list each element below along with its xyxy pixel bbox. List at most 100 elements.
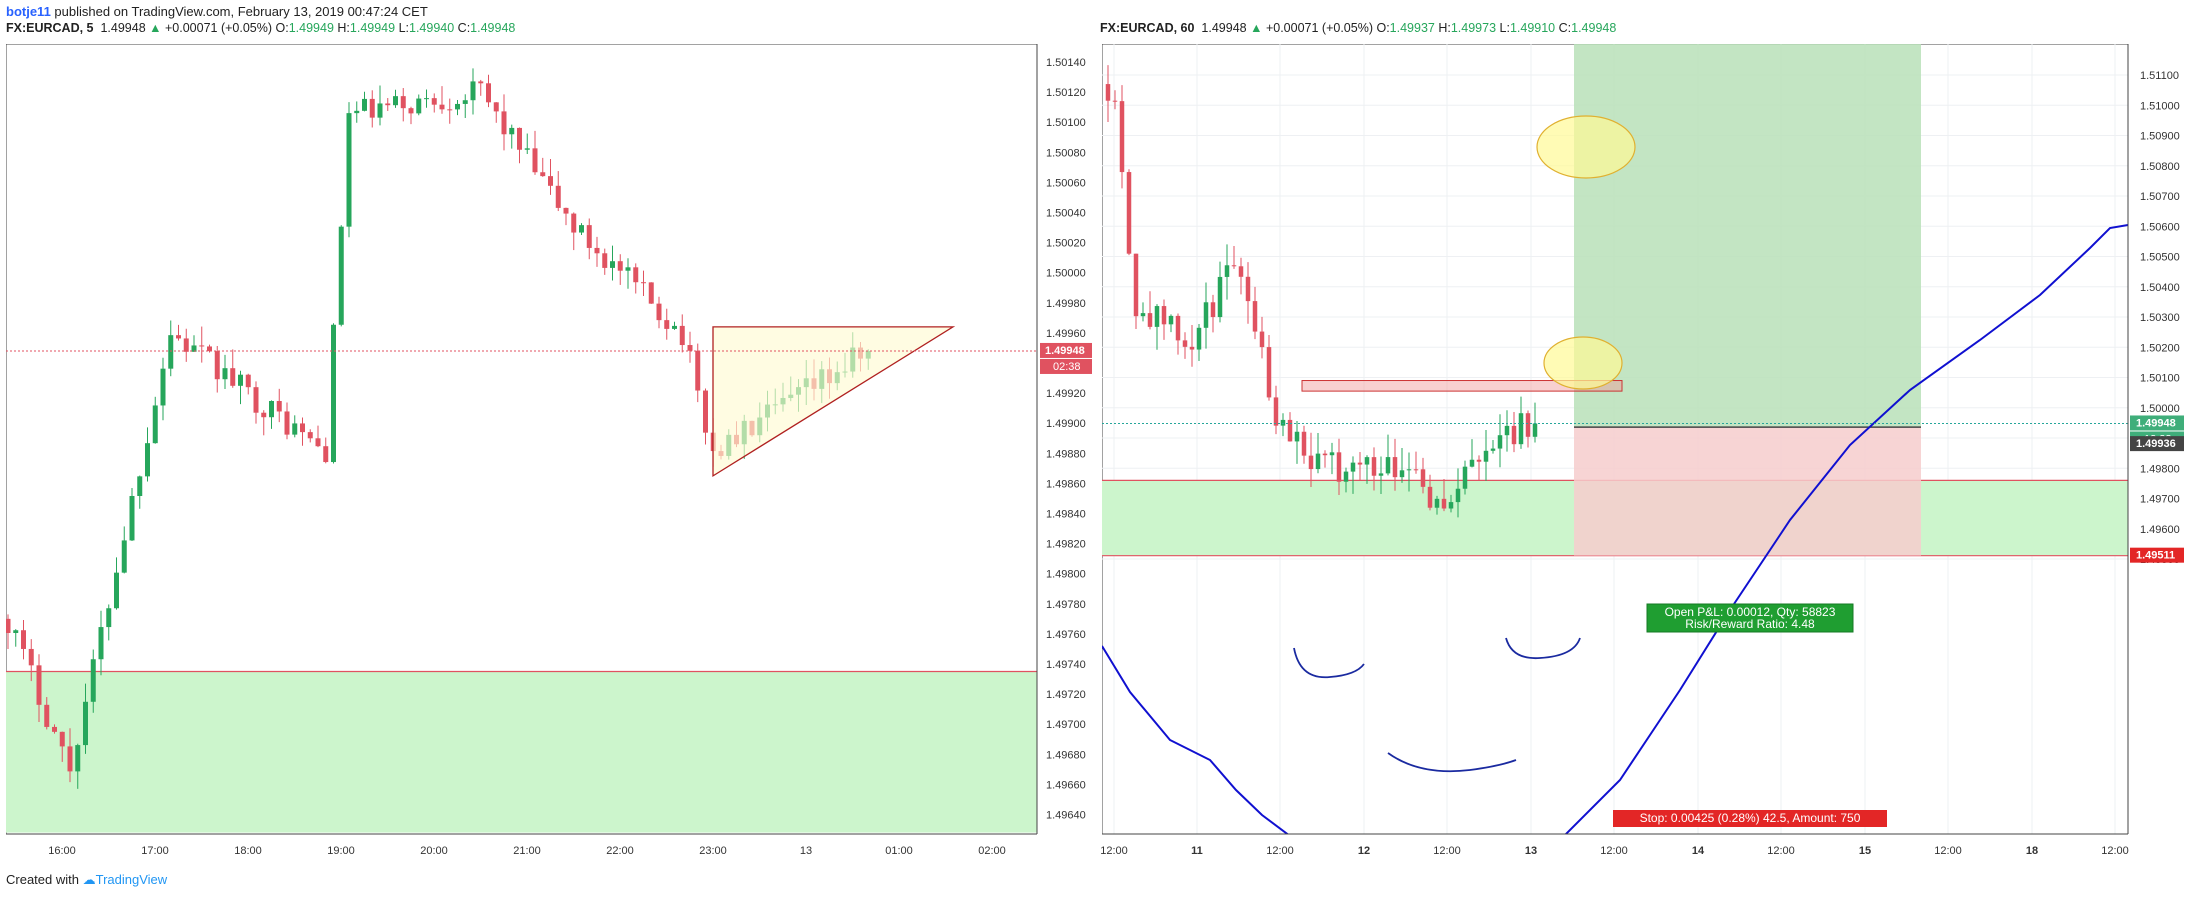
candle-body xyxy=(1126,172,1132,254)
candle-body xyxy=(1210,302,1216,318)
y-tick-label: 1.50900 xyxy=(2140,131,2180,143)
y-tick-label: 1.49700 xyxy=(2140,494,2180,506)
y-tick-label: 1.51000 xyxy=(2140,100,2180,112)
candle-body xyxy=(1427,486,1433,508)
candle-body xyxy=(137,476,143,496)
candle-body xyxy=(346,113,352,227)
candle-body xyxy=(470,81,476,101)
candle-body xyxy=(1273,397,1279,426)
candle-body xyxy=(1105,84,1111,101)
candle-body xyxy=(377,103,383,118)
candle-body xyxy=(1196,327,1202,350)
handdrawn-head xyxy=(1387,752,1517,773)
x-tick-label: 15 xyxy=(1859,845,1871,857)
close-label: C: xyxy=(1558,21,1572,35)
pnl-label-group: Open P&L: 0.00012, Qty: 58823Risk/Reward… xyxy=(1646,603,1854,633)
up-arrow-icon: ▲ xyxy=(149,21,162,35)
candle-body xyxy=(393,96,398,106)
y-tick-label: 1.49660 xyxy=(1046,779,1086,791)
publish-header: botje11 published on TradingView.com, Fe… xyxy=(6,4,428,19)
rr-label: Risk/Reward Ratio: 4.48 xyxy=(1685,617,1815,631)
candle-body xyxy=(1434,498,1440,508)
low-label: L: xyxy=(398,21,409,35)
candle-body xyxy=(1133,253,1139,317)
x-tick-label: 23:00 xyxy=(699,845,727,857)
author-link[interactable]: botje11 xyxy=(6,4,51,19)
candle-body xyxy=(617,261,623,271)
left-plot xyxy=(6,44,1037,834)
candle-body xyxy=(44,704,50,727)
y-tick-label: 1.49920 xyxy=(1046,388,1086,400)
low-label: L: xyxy=(1499,21,1510,35)
x-tick-label: 19:00 xyxy=(327,845,355,857)
candle-body xyxy=(1448,502,1454,509)
y-tick-label: 1.50500 xyxy=(2140,252,2180,264)
target-ellipse xyxy=(1543,336,1623,390)
tradingview-link[interactable]: TradingView xyxy=(95,872,168,887)
candle-body xyxy=(1406,469,1412,471)
x-tick-label: 18 xyxy=(2026,845,2038,857)
x-tick-label: 11 xyxy=(1191,845,1203,857)
candle-body xyxy=(114,572,119,609)
candle-body xyxy=(625,267,631,271)
pnl-label: Open P&L: 0.00012, Qty: 58823 xyxy=(1665,605,1836,619)
candle-body xyxy=(183,338,189,352)
candle-body xyxy=(648,282,654,304)
up-arrow-icon: ▲ xyxy=(1250,21,1263,35)
y-tick-label: 1.49860 xyxy=(1046,478,1086,490)
candle-body xyxy=(455,103,460,110)
close-value: 1.49948 xyxy=(470,21,516,35)
y-tick-label: 1.50140 xyxy=(1046,57,1086,69)
candle-body xyxy=(1371,457,1377,476)
candle-body xyxy=(1476,459,1482,462)
symbol-label: FX:EURCAD, 60 xyxy=(1100,21,1195,35)
price-badge: 1.49948 xyxy=(1045,345,1085,357)
candle-body xyxy=(90,659,96,702)
candle-body xyxy=(408,108,414,114)
low-value: 1.49910 xyxy=(1509,21,1556,35)
stop-badge-bg xyxy=(2130,547,2184,563)
x-tick-label: 12 xyxy=(1358,845,1370,857)
stop-badge: 1.49511 xyxy=(2136,550,2175,562)
y-tick-label: 1.49700 xyxy=(1046,719,1086,731)
candle-body xyxy=(1483,450,1489,462)
publish-info: published on TradingView.com, February 1… xyxy=(50,4,428,19)
profit-zone xyxy=(1574,44,1921,428)
candle-body xyxy=(36,665,42,705)
change-value: +0.00071 (+0.05%) xyxy=(1265,21,1373,35)
candle-body xyxy=(586,225,592,248)
candle-body xyxy=(1119,101,1125,173)
candle-body xyxy=(579,225,584,233)
y-tick-label: 1.50700 xyxy=(2140,191,2180,203)
candle-body xyxy=(486,83,491,103)
low-value: 1.49940 xyxy=(409,21,455,35)
candle-body xyxy=(152,405,158,444)
candle-body xyxy=(672,325,677,329)
countdown-badge-bg xyxy=(1040,358,1092,374)
candle-body xyxy=(439,104,445,110)
x-tick-label: 21:00 xyxy=(513,845,541,857)
candle-body xyxy=(400,96,406,109)
y-tick-label: 1.49980 xyxy=(1046,298,1086,310)
candle-body xyxy=(1518,413,1524,445)
candle-body xyxy=(292,423,298,435)
y-tick-label: 1.50080 xyxy=(1046,147,1086,159)
entry-badge-bg xyxy=(2130,436,2184,452)
candle-body xyxy=(1532,423,1538,437)
y-tick-label: 1.51100 xyxy=(2140,70,2179,82)
y-tick-label: 1.49840 xyxy=(1046,509,1086,521)
candle-body xyxy=(1161,306,1167,325)
candle-body xyxy=(1189,346,1195,350)
candle-body xyxy=(563,207,569,214)
projection-curve xyxy=(1102,224,2128,834)
close-value: 1.49948 xyxy=(1571,21,1617,35)
candle-body xyxy=(1315,453,1321,470)
candle-body xyxy=(462,100,468,104)
candle-body xyxy=(416,98,422,114)
x-tick-label: 18:00 xyxy=(234,845,262,857)
candle-body xyxy=(1413,469,1419,471)
candle-body xyxy=(199,345,205,347)
candle-body xyxy=(323,446,329,463)
candle-body xyxy=(1280,419,1286,426)
